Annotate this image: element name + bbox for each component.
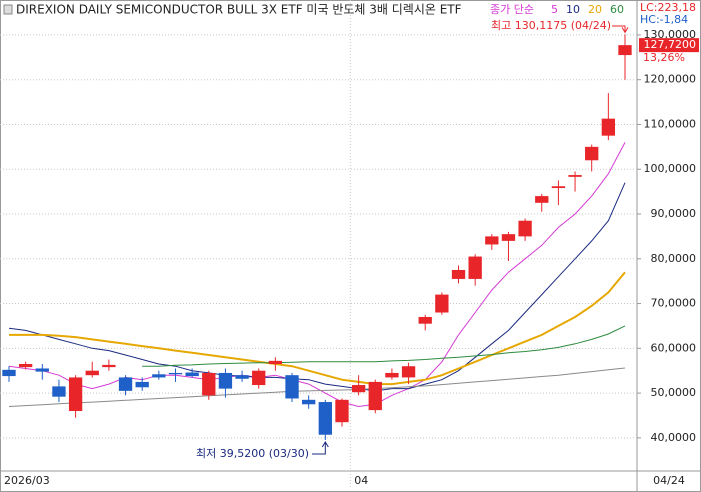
candle-body: [485, 236, 499, 245]
candle-body: [168, 372, 183, 375]
y-tick-label: 70,0000: [651, 297, 697, 310]
candle-body: [601, 118, 616, 136]
candle-body: [152, 374, 166, 378]
candle-body: [235, 375, 249, 379]
y-tick-label: 90,0000: [651, 207, 697, 220]
candle-body: [451, 269, 466, 279]
candle-body: [35, 368, 49, 372]
candle-body: [2, 369, 16, 377]
legend-title: 종가 단순: [490, 3, 534, 16]
lc-label: LC:223,18: [640, 1, 696, 14]
ma-line: [8, 142, 626, 408]
candle-body: [252, 370, 266, 386]
candle-body: [551, 186, 566, 189]
candle-body: [102, 364, 116, 368]
candle-body: [385, 372, 399, 378]
ma-line: [8, 367, 626, 407]
candle-body: [368, 381, 382, 411]
y-tick-label: 50,0000: [651, 386, 697, 399]
low-arrow: [312, 441, 329, 455]
candle-body: [18, 363, 33, 368]
y-tick-label: 80,0000: [651, 252, 697, 265]
legend-entry: 60: [610, 3, 624, 16]
y-tick-label: 40,0000: [651, 431, 697, 444]
x-tick-label: 04: [354, 474, 368, 487]
candle-body: [68, 377, 83, 412]
candle-body: [218, 372, 233, 389]
candle-body: [418, 316, 432, 324]
candle-body: [285, 375, 299, 399]
candle-body: [351, 385, 366, 393]
candle-body: [401, 366, 416, 378]
x-tick-label: 2026/03: [4, 474, 50, 487]
legend-entry: 5: [551, 3, 558, 16]
candle-body: [52, 386, 66, 397]
last-price-box: [639, 38, 699, 53]
x-tick-label: 04/24: [653, 474, 685, 487]
candle-body: [135, 381, 149, 388]
y-tick-label: 120,0000: [644, 73, 697, 86]
high-annotation: 최고 130,1175 (04/24): [491, 19, 611, 32]
candle-body: [568, 175, 582, 177]
candle-body: [585, 146, 599, 161]
ma-line: [8, 182, 626, 392]
candle-body: [85, 370, 99, 376]
last-price-label: 127,7200: [644, 38, 697, 51]
low-annotation: 최저 39,5200 (03/30): [196, 447, 309, 460]
candle-body: [268, 360, 283, 364]
legend-entry: 20: [588, 3, 602, 16]
y-tick-label: 130,0000: [644, 28, 697, 41]
candle-body: [618, 45, 632, 56]
candle-body: [302, 399, 316, 405]
y-tick-label: 110,0000: [644, 117, 697, 130]
hc-label: HC:-1,84: [640, 13, 688, 26]
y-tick-label: 60,0000: [651, 341, 697, 354]
candle-body: [335, 399, 349, 423]
candle-body: [185, 372, 199, 377]
legend-entry: 10: [566, 3, 580, 16]
title-icon: [3, 4, 13, 15]
candle-body: [535, 196, 549, 203]
candle-body: [501, 234, 516, 241]
ma-line: [142, 325, 626, 367]
ma-line: [9, 271, 626, 386]
candle-body: [468, 256, 482, 279]
candle-body: [118, 377, 133, 391]
y-tick-label: 100,0000: [644, 162, 697, 175]
candle-body: [518, 220, 532, 237]
chart-title: DIREXION DAILY SEMICONDUCTOR BULL 3X ETF…: [16, 3, 462, 17]
candle-body: [318, 402, 332, 435]
high-arrow: [612, 25, 629, 34]
candle-body: [202, 372, 216, 396]
change-label: 13,26%: [643, 51, 685, 64]
candle-body: [435, 294, 449, 313]
